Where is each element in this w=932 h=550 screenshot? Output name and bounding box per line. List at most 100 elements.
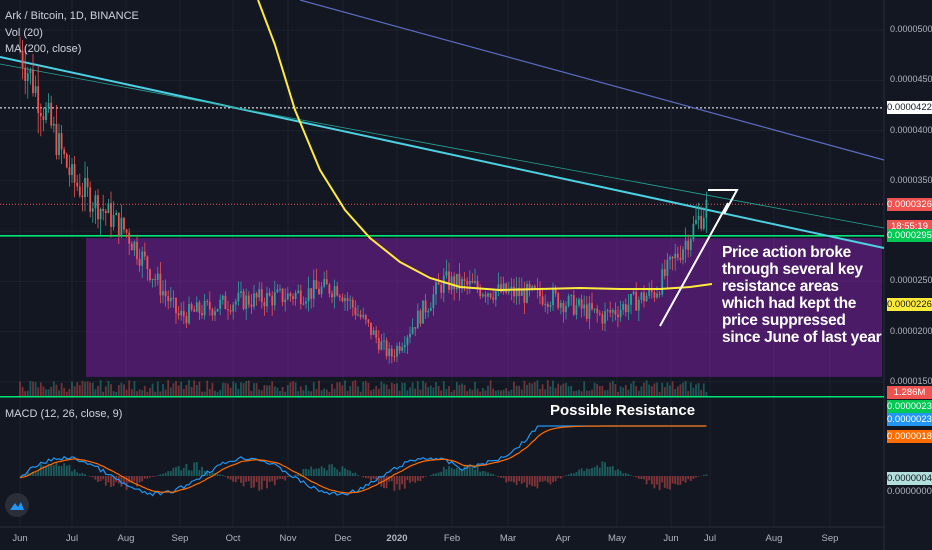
macd-histogram-bar [682, 476, 684, 482]
candle-body [81, 195, 84, 197]
volume-bar [52, 381, 55, 396]
macd-histogram-bar [297, 473, 300, 476]
macd-histogram-bar [702, 474, 705, 476]
macd-histogram-bar [510, 476, 513, 482]
volume-bar [474, 381, 476, 396]
macd-histogram-bar [458, 469, 461, 476]
candle-body [104, 210, 107, 214]
volume-bar [580, 391, 583, 396]
macd-histogram-bar [65, 465, 68, 476]
candle-body [695, 219, 697, 224]
volume-indicator-label[interactable]: Vol (20) [5, 27, 43, 39]
volume-bar [76, 382, 79, 396]
macd-histogram-bar [346, 469, 349, 476]
macd-histogram-bar [520, 476, 523, 484]
candle-body [229, 310, 232, 312]
volume-bar [180, 381, 183, 396]
volume-bar [156, 381, 159, 396]
candle-body [141, 251, 144, 266]
candle-body [188, 304, 190, 324]
macd-histogram-bar [406, 476, 409, 481]
macd-histogram-bar [362, 476, 365, 478]
candle-body [211, 309, 214, 316]
symbol-title[interactable]: Ark / Bitcoin, 1D, BINANCE [5, 10, 139, 22]
candle-body [102, 208, 105, 211]
volume-bar [146, 391, 149, 396]
macd-histogram-bar [193, 462, 196, 476]
candle-body [323, 279, 326, 287]
volume-bar [297, 391, 300, 396]
macd-histogram-bar [601, 461, 604, 476]
macd-histogram-bar [526, 476, 528, 488]
candle-body [351, 299, 354, 308]
secondary-trendline [0, 63, 885, 229]
candle-body [541, 296, 544, 305]
candle-body [383, 340, 385, 342]
candle-body [656, 293, 658, 298]
candle-body [648, 288, 651, 296]
volume-bar [107, 380, 110, 396]
candle-body [663, 269, 666, 276]
volume-bar [471, 389, 474, 396]
macd-histogram-bar [471, 465, 474, 476]
volume-bar [58, 390, 60, 396]
candle-body [682, 249, 684, 260]
macd-histogram-bar [575, 471, 578, 476]
macd-histogram-bar [133, 476, 136, 482]
volume-bar [136, 391, 138, 396]
volume-bar [45, 389, 47, 396]
macd-histogram-bar [383, 476, 385, 489]
accumulation-zone [86, 238, 882, 377]
macd-histogram-bar [450, 468, 453, 476]
upper-trendline [299, 0, 885, 161]
candle-body [299, 290, 302, 305]
candle-body [341, 297, 344, 302]
candle-body [393, 356, 396, 358]
candle-body [419, 310, 422, 324]
volume-bar [112, 391, 115, 396]
macd-histogram-bar [318, 468, 320, 476]
macd-label: 0.00000187 [887, 430, 932, 443]
macd-histogram-bar [63, 463, 66, 476]
candle-body [380, 341, 383, 350]
macd-histogram-bar [255, 476, 258, 483]
volume-bar [507, 391, 510, 396]
macd-histogram-bar [611, 465, 614, 476]
macd-histogram-bar [552, 476, 554, 483]
macd-histogram-bar [167, 471, 170, 476]
volume-bar [533, 382, 536, 396]
macd-histogram-bar [84, 474, 86, 476]
macd-histogram-bar [81, 472, 84, 476]
volume-bar [34, 382, 37, 396]
candle-body [476, 281, 479, 289]
macd-histogram-bar [671, 476, 674, 484]
volume-bar [697, 383, 700, 396]
candle-body [266, 293, 268, 307]
volume-bar [479, 391, 482, 396]
volume-bar [585, 390, 588, 396]
time-axis-tick: Sep [821, 533, 839, 544]
volume-bar [450, 391, 453, 396]
candle-body [513, 286, 515, 297]
candle-body [214, 311, 216, 316]
volume-bar [684, 380, 687, 396]
ma-indicator-label[interactable]: MA (200, close) [5, 43, 82, 55]
volume-bar [336, 382, 339, 396]
candle-body [484, 294, 487, 297]
candle-body [424, 300, 427, 313]
candle-body [450, 276, 453, 290]
volume-bar [258, 389, 261, 396]
volume-bar [523, 380, 526, 396]
candle-body [461, 279, 463, 289]
volume-bar [268, 385, 271, 396]
volume-bar [481, 387, 484, 396]
candle-body [679, 257, 682, 260]
macd-histogram-bar [219, 474, 222, 476]
volume-bar [549, 386, 552, 396]
macd-indicator-label[interactable]: MACD (12, 26, close, 9) [5, 408, 123, 420]
macd-histogram-bar [570, 473, 573, 476]
volume-bar [380, 381, 383, 396]
volume-bar [169, 387, 172, 396]
tradingview-logo-icon[interactable] [5, 493, 29, 517]
